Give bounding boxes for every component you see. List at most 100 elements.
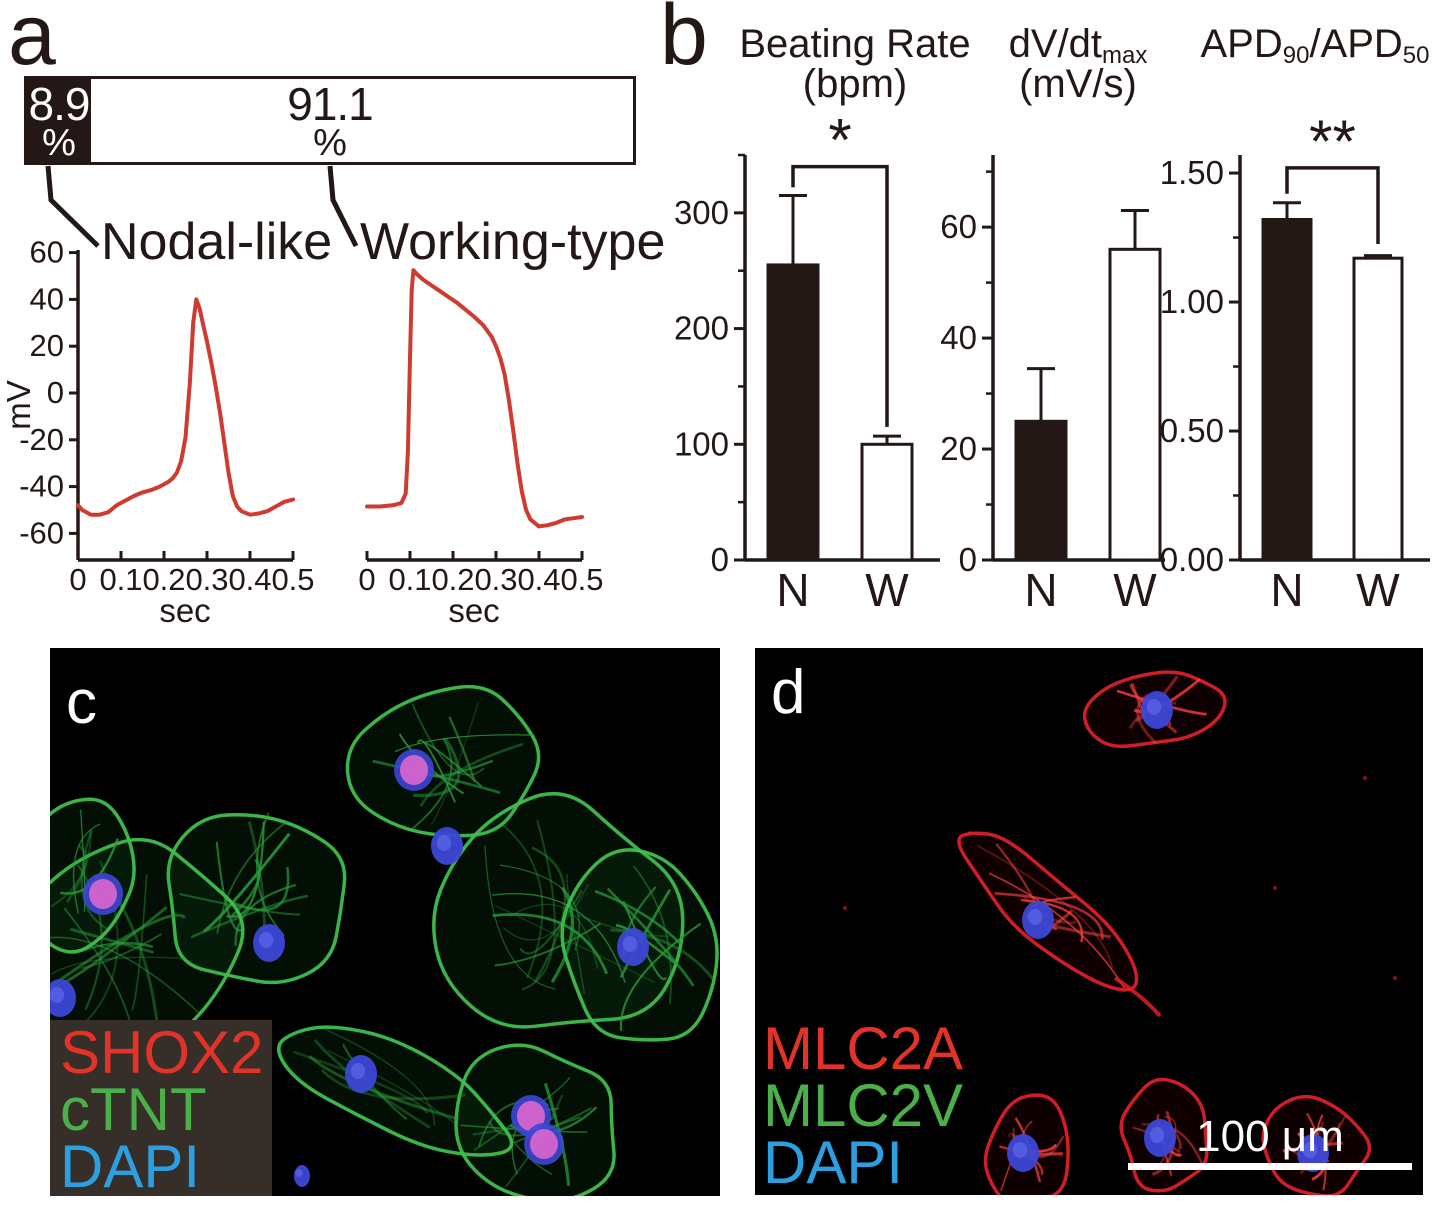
cell-artwork	[345, 684, 541, 838]
nucleus-artwork	[394, 749, 434, 791]
scale-bar-label: 100 μm	[1196, 1112, 1344, 1161]
svg-text:0: 0	[47, 375, 64, 410]
svg-text:60: 60	[940, 208, 977, 245]
svg-text:0: 0	[711, 541, 729, 578]
apd-ratio-category-W: W	[1356, 564, 1400, 616]
svg-text:1.50: 1.50	[1160, 154, 1224, 191]
shox2-ctnt-dapi-micrograph	[50, 684, 719, 1196]
nodal-ap-trace	[76, 297, 295, 517]
nodal-like-segment: 8.9 %	[27, 79, 91, 162]
dvdt-max-category-W: W	[1113, 564, 1157, 616]
debris-dot	[1272, 885, 1278, 891]
apd-ratio-category-N: N	[1270, 564, 1303, 616]
svg-text:0.2: 0.2	[431, 562, 474, 597]
svg-text:0.50: 0.50	[1160, 412, 1224, 449]
nucleus-artwork	[345, 1055, 377, 1093]
panel-b-label: b	[660, 0, 708, 83]
nucleus-artwork	[524, 1123, 564, 1165]
working-percent-value: 91.1	[287, 78, 374, 130]
svg-text:200: 200	[674, 310, 729, 347]
svg-text:0.2: 0.2	[142, 562, 185, 597]
dvdt-max-category-N: N	[1024, 564, 1057, 616]
svg-text:100: 100	[674, 425, 729, 462]
stain-label-MLC2A: MLC2A	[763, 1015, 964, 1082]
dvdt-max-title: dV/dtmax	[1008, 22, 1148, 69]
svg-text:0: 0	[358, 562, 375, 597]
nucleus-artwork	[1144, 1119, 1176, 1157]
svg-text:0.5: 0.5	[560, 562, 603, 597]
panel-c-stain-legend: SHOX2 cTNT DAPI	[50, 1020, 272, 1196]
svg-text:60: 60	[30, 240, 64, 270]
panel-d-label: d	[771, 658, 806, 727]
svg-text:0: 0	[959, 541, 977, 578]
beating-rate-bar-W	[860, 442, 914, 562]
nucleus-artwork	[617, 928, 649, 966]
svg-text:sec: sec	[448, 592, 499, 629]
scale-bar	[1128, 1163, 1412, 1170]
nodal-ap-trace-chart: 60 40 20 0 -20 -40 -60 mV 0 0.1 0.2 0.3 0.4 0.5 sec	[0, 240, 315, 629]
svg-text:0.4: 0.4	[517, 562, 560, 597]
apd-ratio-bar-W	[1352, 256, 1404, 562]
apd-ratio-bar-N	[1261, 217, 1313, 562]
debris-dot	[1392, 975, 1398, 981]
cell-artwork	[50, 797, 136, 954]
dvdt-max-bar-N	[1014, 419, 1068, 562]
nucleus-artwork	[50, 979, 76, 1017]
svg-text:40: 40	[30, 281, 64, 316]
svg-text:300: 300	[674, 194, 729, 231]
nucleus-artwork	[431, 827, 463, 865]
working-type-label: Working-type	[360, 213, 666, 271]
svg-text:0.1: 0.1	[99, 562, 142, 597]
svg-text:0.5: 0.5	[271, 562, 314, 597]
svg-text:-40: -40	[19, 469, 64, 504]
panel-a-label: a	[8, 0, 56, 83]
cell-artwork	[1113, 976, 1162, 1018]
micrograph-panel-c: c SHOX2 cTNT DAPI	[50, 648, 720, 1196]
working-ap-trace-chart: 0 0.1 0.2 0.3 0.4 0.5 sec	[358, 268, 604, 629]
svg-text:20: 20	[30, 328, 64, 363]
svg-text:40: 40	[940, 319, 977, 356]
apd-ratio-title: APD90/APD50	[1200, 22, 1430, 69]
stain-label-DAPI: DAPI	[60, 1133, 201, 1197]
beating-rate-category-W: W	[865, 564, 909, 616]
cell-type-distribution-bar: 8.9 % 91.1 %	[24, 76, 636, 165]
dvdt-max-unit: (mV/s)	[1019, 62, 1137, 106]
micrograph-panel-d: d MLC2A MLC2V DAPI 100 μm	[755, 648, 1423, 1195]
nucleus-artwork	[1022, 901, 1054, 939]
stain-label-cTNT: cTNT	[60, 1076, 207, 1143]
debris-dot	[842, 905, 848, 911]
svg-text:sec: sec	[159, 592, 210, 629]
beating-rate-chart: 0 100 200 300 N W *	[674, 110, 940, 616]
annotation-connector-lines	[45, 165, 359, 248]
debris-dot	[902, 1065, 908, 1071]
stain-label-SHOX2: SHOX2	[60, 1019, 264, 1086]
working-percent-sign: %	[313, 122, 347, 164]
dvdt-max-bar-W	[1108, 247, 1162, 562]
svg-text:-60: -60	[19, 515, 64, 550]
debris-dot	[967, 830, 973, 836]
beating-rate-significance: *	[828, 110, 851, 174]
svg-text:0.00: 0.00	[1160, 541, 1224, 578]
nucleus-artwork	[83, 873, 123, 915]
svg-text:0.1: 0.1	[388, 562, 431, 597]
beating-rate-bar-N	[766, 263, 820, 562]
nucleus-artwork	[1297, 1134, 1329, 1172]
nucleus-artwork	[253, 924, 285, 962]
stain-label-DAPI: DAPI	[763, 1129, 904, 1195]
nodal-percent-sign: %	[42, 122, 76, 162]
panel-c-label: c	[66, 668, 97, 737]
svg-text:20: 20	[940, 430, 977, 467]
svg-text:0.3: 0.3	[474, 562, 517, 597]
svg-text:0.3: 0.3	[185, 562, 228, 597]
svg-text:0: 0	[69, 562, 86, 597]
nucleus-artwork	[294, 1165, 310, 1187]
debris-dot	[1362, 775, 1368, 781]
apd-ratio-chart: 0.00 0.50 1.00 1.50 N W **	[1160, 110, 1430, 616]
beating-rate-title: Beating Rate	[739, 22, 971, 66]
nucleus-artwork	[1141, 691, 1173, 729]
working-type-segment-value: 91.1 %	[287, 78, 374, 164]
svg-text:mV: mV	[0, 380, 37, 430]
